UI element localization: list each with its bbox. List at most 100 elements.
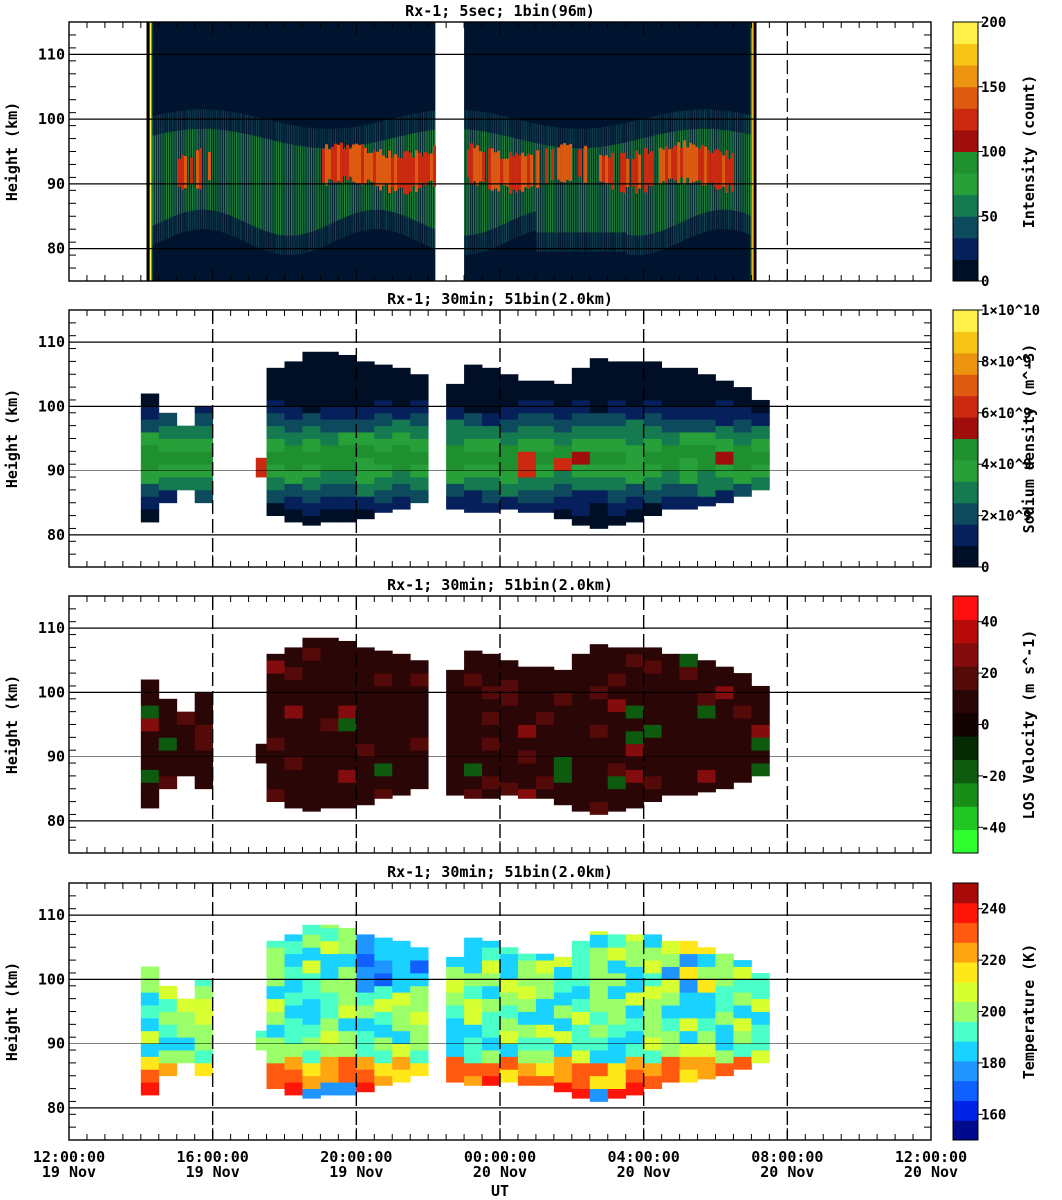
intensity-stripe <box>549 145 552 233</box>
intensity-stripe <box>545 145 547 233</box>
heatmap-cell <box>140 457 160 472</box>
colorbar-swatch <box>953 259 978 282</box>
intensity-peak <box>394 154 398 192</box>
heatmap-cell <box>553 718 573 732</box>
intensity-peak <box>644 148 648 193</box>
heatmap-cell <box>392 743 411 758</box>
intensity-peak <box>605 154 609 185</box>
heatmap-cell <box>338 705 357 719</box>
heatmap-cell <box>715 1050 734 1064</box>
heatmap-cell <box>356 1069 375 1083</box>
intensity-edge <box>149 22 152 281</box>
heatmap-cell <box>625 496 645 510</box>
intensity-peak <box>647 153 651 186</box>
heatmap-cell <box>679 979 698 993</box>
heatmap-cell <box>302 960 321 974</box>
intensity-stripe <box>313 147 315 232</box>
heatmap-cell <box>446 718 465 732</box>
heatmap-cell <box>500 432 519 446</box>
colorbar-swatch <box>953 922 978 943</box>
heatmap-cell <box>625 406 645 420</box>
heatmap-cell <box>589 425 609 439</box>
heatmap-cell <box>661 953 680 967</box>
heatmap-cell <box>697 947 716 955</box>
heatmap-cell <box>320 666 339 680</box>
x-tick-date: 19 Nov <box>42 1163 96 1181</box>
heatmap-cell <box>356 795 375 806</box>
heatmap-cell <box>302 1088 321 1099</box>
intensity-peak <box>632 158 636 187</box>
heatmap-cell <box>589 387 609 401</box>
intensity-peak <box>716 149 720 190</box>
heatmap-cell <box>338 730 357 745</box>
heatmap-cell <box>607 515 627 526</box>
heatmap-cell <box>643 477 663 491</box>
heatmap-cell <box>661 705 680 719</box>
heatmap-cell <box>255 1030 275 1038</box>
heatmap-cell <box>589 477 609 491</box>
intensity-stripe <box>324 148 326 227</box>
heatmap-cell <box>553 992 573 1006</box>
intensity-stripe <box>734 131 737 211</box>
intensity-peak <box>473 148 477 182</box>
heatmap-cell <box>625 743 645 758</box>
heatmap-cell <box>643 985 663 1000</box>
heatmap-cell <box>589 644 609 648</box>
panel-data <box>140 351 770 529</box>
heatmap-cell <box>625 992 645 1006</box>
heatmap-cell <box>356 718 375 732</box>
heatmap-cell <box>140 432 160 446</box>
intensity-stripe <box>291 144 293 236</box>
heatmap-cell <box>607 451 627 465</box>
heatmap-cell <box>733 483 752 497</box>
intensity-peak <box>722 155 726 187</box>
heatmap-cell <box>661 457 680 472</box>
heatmap-cell <box>338 367 357 382</box>
heatmap-cell <box>284 367 303 382</box>
heatmap-cell <box>697 1017 716 1032</box>
intensity-peak <box>545 148 549 185</box>
heatmap-cell <box>410 489 429 504</box>
intensity-stripe <box>745 133 748 214</box>
colorbar-tick-label: 160 <box>981 1107 1006 1123</box>
heatmap-cell <box>625 782 645 796</box>
heatmap-cell <box>535 502 555 513</box>
heatmap-cell <box>410 737 429 751</box>
heatmap-cell <box>176 438 196 452</box>
intensity-peak <box>430 153 434 181</box>
intensity-peak <box>343 149 347 176</box>
intensity-stripe <box>159 133 161 223</box>
panel-2: Rx-1; 30min; 51bin(2.0km) 80 90 100 110 Heigh… <box>3 290 1040 576</box>
heatmap-cell <box>284 769 303 783</box>
heatmap-cell <box>356 1056 375 1070</box>
heatmap-cell <box>140 419 160 433</box>
intensity-stripe <box>747 134 750 215</box>
heatmap-cell <box>320 351 339 356</box>
intensity-stripe <box>304 146 306 234</box>
heatmap-cell <box>320 953 339 967</box>
heatmap-cell <box>464 477 483 491</box>
heatmap-cell <box>661 692 680 706</box>
heatmap-cell <box>500 393 519 407</box>
heatmap-cell <box>374 698 393 713</box>
intensity-stripe <box>486 132 488 232</box>
heatmap-cell <box>374 985 393 1000</box>
heatmap-cell <box>482 960 501 974</box>
heatmap-cell <box>392 432 411 446</box>
heatmap-cell <box>553 483 573 497</box>
intensity-stripe <box>310 147 313 232</box>
heatmap-cell <box>571 940 591 948</box>
intensity-stripe <box>335 148 337 222</box>
heatmap-cell <box>553 782 573 796</box>
intensity-stripe <box>466 129 468 236</box>
heatmap-cell <box>625 1082 645 1096</box>
heatmap-cell <box>320 470 339 484</box>
heatmap-cell <box>679 782 698 796</box>
intensity-peak <box>557 147 561 180</box>
intensity-peak <box>491 148 495 191</box>
x-tick-time: 12:00:00 <box>33 1148 105 1166</box>
panel-1: Rx-1; 5sec; 1bin(96m) 80 90 100 110 Height (k… <box>3 2 1038 290</box>
heatmap-cell <box>266 940 285 948</box>
intensity-stripe <box>319 148 322 229</box>
heatmap-cell <box>679 1005 698 1019</box>
